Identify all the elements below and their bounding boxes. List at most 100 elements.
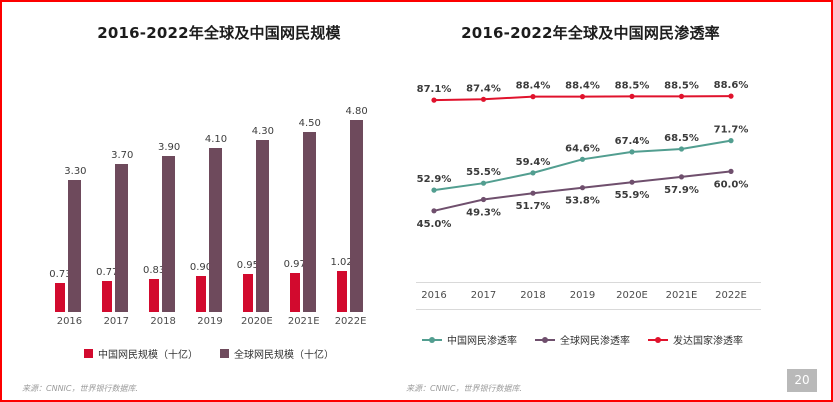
x-tick-label: 2019 xyxy=(197,316,223,327)
data-point xyxy=(431,187,437,193)
legend-swatch xyxy=(220,349,229,358)
x-tick-label: 2022E xyxy=(334,316,367,327)
data-point xyxy=(530,190,536,196)
x-tick-label: 2016 xyxy=(56,316,83,327)
bar-china xyxy=(196,276,206,312)
legend-dot-mark xyxy=(542,336,548,343)
legend-label: 发达国家渗透率 xyxy=(673,336,743,347)
legend-label: 中国网民规模（十亿） xyxy=(98,350,198,361)
legend-item: 全球网民规模（十亿） xyxy=(220,346,334,361)
data-point-label: 88.5% xyxy=(615,80,650,91)
data-point xyxy=(530,94,536,100)
bar-china xyxy=(289,273,300,312)
bar-china xyxy=(55,282,66,312)
legend-item: 发达国家渗透率 xyxy=(648,332,743,347)
data-point xyxy=(480,96,487,102)
bar-global xyxy=(162,156,176,312)
data-point-label: 88.4% xyxy=(516,81,551,92)
bar-global xyxy=(209,148,222,312)
bar-china xyxy=(149,278,160,312)
x-tick-label: 2021E xyxy=(665,290,698,301)
data-point-label: 88.6% xyxy=(714,80,749,91)
data-point xyxy=(579,185,586,191)
data-point xyxy=(431,97,437,103)
x-tick-label: 2022E xyxy=(715,290,747,301)
x-tick-label: 2018 xyxy=(520,290,546,301)
line-chart-plot: 52.9% 55.5% 59.4% 64.6% 67.4% 68.5% 71.7% 45.0%… xyxy=(417,80,749,230)
bar-value-label: 0.73 xyxy=(49,268,72,280)
data-point xyxy=(629,93,635,99)
x-tick-label: 2017 xyxy=(470,290,497,301)
bar-value-label: 3.30 xyxy=(64,166,87,177)
bar-global xyxy=(68,180,82,312)
bar-value-label: 0.97 xyxy=(283,259,306,271)
bar-global xyxy=(302,132,316,312)
data-point-label: 45.0% xyxy=(417,219,452,230)
x-tick-label: 2020E xyxy=(240,316,273,327)
line-chart-legend: 中国网民渗透率 全球网民渗透率 发达国家渗透率 xyxy=(404,332,761,347)
bar-china xyxy=(102,281,113,312)
bar-group: 0.90 4.10 xyxy=(187,112,234,312)
bar-china xyxy=(336,271,347,312)
data-point-label: 88.5% xyxy=(664,80,699,91)
data-point xyxy=(480,180,487,186)
data-point-label: 71.7% xyxy=(714,125,749,136)
x-tick-label: 2017 xyxy=(103,316,130,327)
bar-global xyxy=(349,120,363,312)
data-point-label: 55.9% xyxy=(615,190,650,201)
x-tick-label: 2020E xyxy=(616,290,648,301)
legend-line-swatch xyxy=(422,335,442,345)
data-point-label: 64.6% xyxy=(565,143,600,154)
bar-group: 0.97 4.50 xyxy=(280,112,327,312)
legend-item: 全球网民渗透率 xyxy=(535,332,630,347)
data-point xyxy=(678,93,685,99)
data-point xyxy=(678,174,685,180)
data-point xyxy=(629,149,635,155)
legend-label: 中国网民渗透率 xyxy=(447,336,517,347)
data-point-label: 57.9% xyxy=(664,185,699,196)
page-number: 20 xyxy=(787,369,817,392)
bar-value-label: 0.77 xyxy=(96,267,119,279)
data-point-label: 88.4% xyxy=(565,81,600,92)
data-point xyxy=(530,170,536,176)
line-chart-title: 2016-2022年全球及中国网民渗透率 xyxy=(461,24,720,42)
data-point xyxy=(728,168,734,174)
line-chart-x-axis: 2016 2017 2018 2019 2020E 2021E 2022E xyxy=(416,282,761,310)
data-point xyxy=(579,156,586,162)
data-point-label: 87.1% xyxy=(417,84,452,95)
bar-chart-plot: 0.73 3.30 0.77 3.70 0.83 3.90 0.90 4.10 0.95 4.30… xyxy=(46,106,374,312)
x-tick-label: 2019 xyxy=(569,290,596,301)
data-point-label: 52.9% xyxy=(417,174,452,185)
bar-value-label: 4.50 xyxy=(298,118,321,129)
data-point-label: 55.5% xyxy=(466,167,501,178)
bar-group: 0.73 3.30 xyxy=(46,112,93,312)
data-point-label: 60.0% xyxy=(714,179,749,190)
data-point xyxy=(728,138,734,144)
legend-dot-mark xyxy=(655,336,661,343)
bar-value-label: 3.70 xyxy=(111,150,134,161)
bar-value-label: 4.10 xyxy=(204,134,228,145)
legend-line-swatch xyxy=(648,335,668,345)
data-point-label: 68.5% xyxy=(664,133,699,144)
data-point-label: 49.3% xyxy=(466,208,501,219)
legend-dot-mark xyxy=(429,336,435,343)
x-tick-label: 2021E xyxy=(287,316,320,327)
bar-chart-x-axis: 2016 2017 2018 2019 2020E 2021E 2022E xyxy=(46,316,374,327)
bar-chart-title: 2016-2022年全球及中国网民规模 xyxy=(97,24,341,42)
legend-swatch xyxy=(84,349,93,358)
legend-label: 全球网民渗透率 xyxy=(560,336,630,347)
legend-line-swatch xyxy=(535,335,555,345)
bar-value-label: 4.30 xyxy=(251,126,274,137)
data-point-label: 87.4% xyxy=(466,83,501,94)
data-point-label: 59.4% xyxy=(516,157,551,168)
data-point-label: 53.8% xyxy=(565,196,600,207)
data-point-label: 51.7% xyxy=(516,201,551,212)
bar-group: 0.95 4.30 xyxy=(233,112,280,312)
bar-group: 0.77 3.70 xyxy=(93,112,140,312)
legend-item: 中国网民规模（十亿） xyxy=(84,346,198,361)
bar-global xyxy=(255,140,269,312)
legend-item: 中国网民渗透率 xyxy=(422,332,517,347)
bar-value-label: 0.83 xyxy=(143,264,166,276)
data-point xyxy=(431,208,437,214)
